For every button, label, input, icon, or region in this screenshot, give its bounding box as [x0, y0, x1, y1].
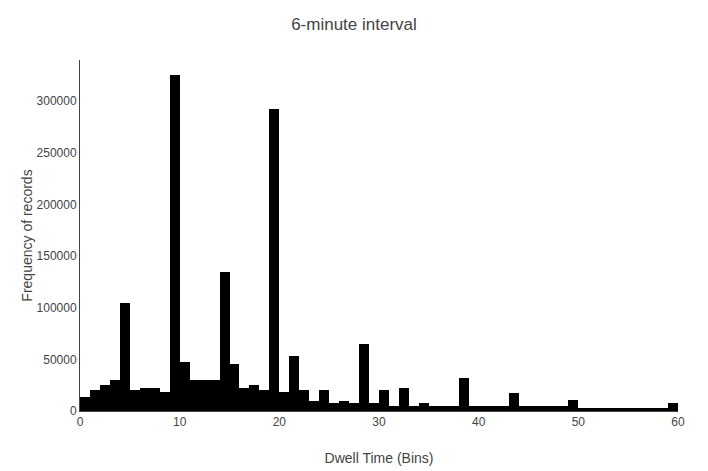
svg-text:40: 40 [472, 415, 486, 429]
svg-text:150000: 150000 [37, 249, 77, 263]
svg-text:Frequency of records: Frequency of records [19, 169, 35, 301]
svg-text:0: 0 [70, 404, 77, 418]
svg-text:10: 10 [173, 415, 187, 429]
svg-text:0: 0 [77, 415, 84, 429]
svg-text:Dwell Time (Bins): Dwell Time (Bins) [325, 450, 434, 466]
svg-text:50000: 50000 [43, 353, 77, 367]
svg-text:250000: 250000 [37, 146, 77, 160]
svg-text:100000: 100000 [37, 301, 77, 315]
svg-text:6-minute interval: 6-minute interval [291, 15, 417, 34]
svg-text:200000: 200000 [37, 198, 77, 212]
svg-text:50: 50 [572, 415, 586, 429]
svg-text:20: 20 [273, 415, 287, 429]
svg-text:60: 60 [671, 415, 685, 429]
svg-text:30: 30 [372, 415, 386, 429]
svg-text:300000: 300000 [37, 94, 77, 108]
